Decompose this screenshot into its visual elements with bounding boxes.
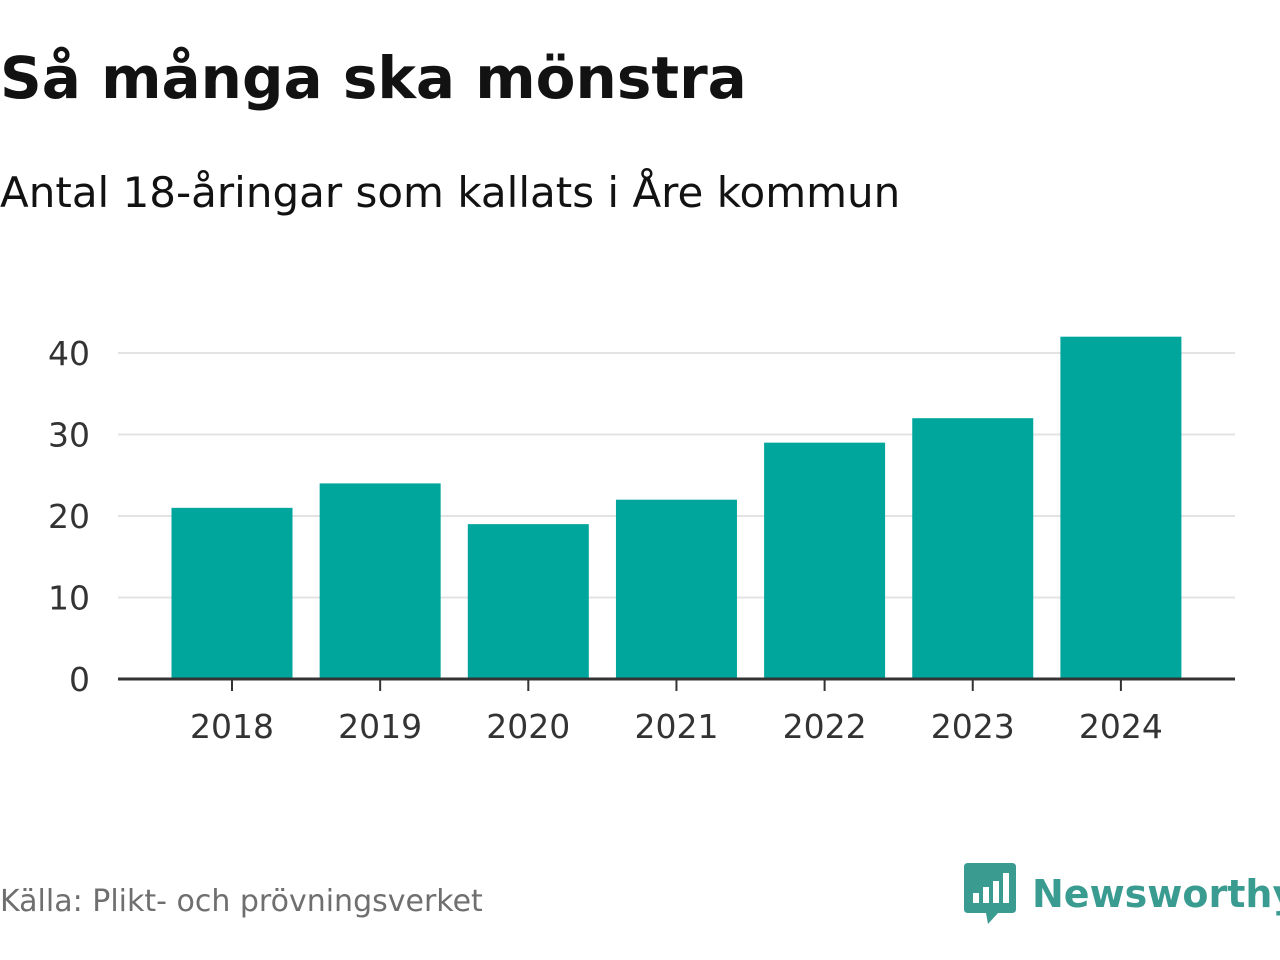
chart-subtitle: Antal 18-åringar som kallats i Åre kommu… xyxy=(0,168,901,217)
x-tick-label: 2020 xyxy=(486,707,570,746)
bar xyxy=(1060,336,1182,679)
brand-name: Newsworthy xyxy=(1032,872,1280,916)
y-tick-label: 20 xyxy=(48,497,90,536)
x-tick-label: 2021 xyxy=(634,707,718,746)
brand-logo: Newsworthy xyxy=(964,862,1280,926)
bars xyxy=(171,336,1182,679)
x-tick-label: 2019 xyxy=(338,707,422,746)
chart-title: Så många ska mönstra xyxy=(0,44,747,112)
bar xyxy=(764,442,886,679)
source-note: Källa: Plikt- och prövningsverket xyxy=(0,884,483,919)
y-axis-ticks: 0 10 20 30 40 xyxy=(48,334,90,699)
x-axis-ticks: 2018 2019 2020 2021 2022 2023 2024 xyxy=(190,679,1163,746)
bar-chart: 0 10 20 30 40 2018 2019 2020 2021 2022 2023 2024 xyxy=(48,334,1235,746)
x-tick-label: 2022 xyxy=(783,707,867,746)
bar xyxy=(319,483,441,679)
bar xyxy=(467,524,589,679)
bar xyxy=(912,418,1034,679)
x-tick-label: 2023 xyxy=(931,707,1015,746)
y-tick-label: 10 xyxy=(48,579,90,618)
bar-chart-speech-bubble-icon xyxy=(964,863,1016,924)
y-tick-label: 30 xyxy=(48,416,90,455)
x-tick-label: 2018 xyxy=(190,707,274,746)
x-tick-label: 2024 xyxy=(1079,707,1163,746)
y-tick-label: 0 xyxy=(69,660,90,699)
y-tick-label: 40 xyxy=(48,334,90,373)
bar xyxy=(171,507,293,679)
bar xyxy=(615,499,737,679)
